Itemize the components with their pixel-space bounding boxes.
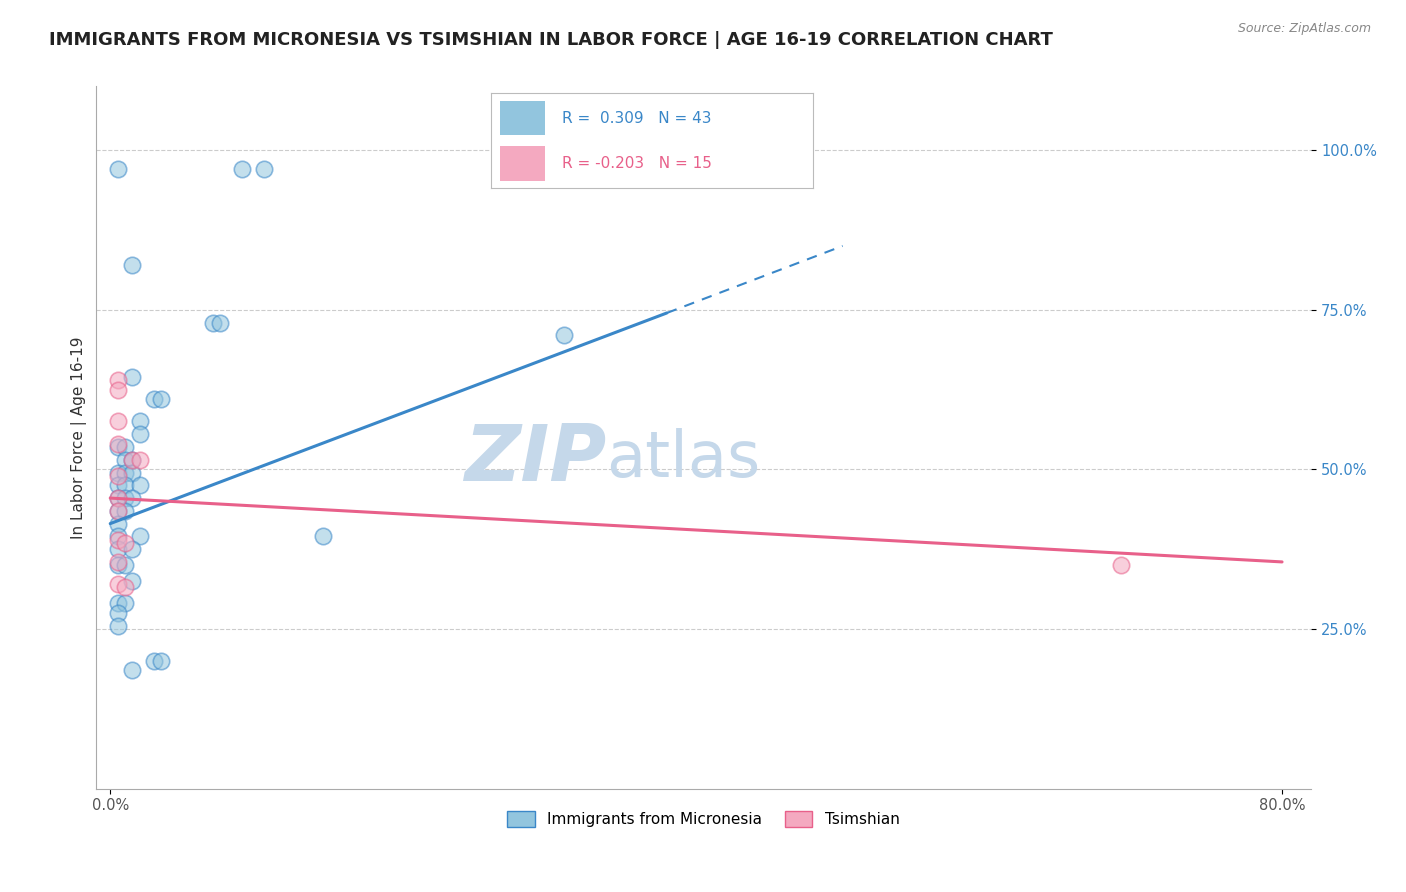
Tsimshian (114, 581, 136, 595)
Immigrants from Micronesia (107, 558, 129, 573)
Text: atlas: atlas (606, 427, 761, 490)
Text: ZIP: ZIP (464, 420, 606, 497)
Immigrants from Micronesia (114, 466, 136, 480)
Immigrants from Micronesia (107, 504, 129, 518)
Immigrants from Micronesia (107, 478, 129, 492)
Immigrants from Micronesia (114, 558, 136, 573)
Immigrants from Micronesia (121, 574, 143, 588)
Tsimshian (107, 491, 129, 505)
Immigrants from Micronesia (107, 440, 129, 454)
Immigrants from Micronesia (107, 619, 129, 633)
Tsimshian (107, 468, 129, 483)
Immigrants from Micronesia (201, 316, 224, 330)
Immigrants from Micronesia (107, 491, 129, 505)
Tsimshian (107, 437, 129, 451)
Immigrants from Micronesia (121, 491, 143, 505)
Immigrants from Micronesia (143, 654, 166, 668)
Y-axis label: In Labor Force | Age 16-19: In Labor Force | Age 16-19 (72, 336, 87, 539)
Text: Source: ZipAtlas.com: Source: ZipAtlas.com (1237, 22, 1371, 36)
Immigrants from Micronesia (107, 466, 129, 480)
Immigrants from Micronesia (121, 258, 143, 272)
Immigrants from Micronesia (311, 529, 333, 543)
Legend: Immigrants from Micronesia, Tsimshian: Immigrants from Micronesia, Tsimshian (501, 805, 905, 833)
Immigrants from Micronesia (107, 529, 129, 543)
Immigrants from Micronesia (121, 664, 143, 678)
Immigrants from Micronesia (107, 542, 129, 557)
Immigrants from Micronesia (114, 478, 136, 492)
Immigrants from Micronesia (128, 427, 150, 442)
Immigrants from Micronesia (107, 162, 129, 177)
Immigrants from Micronesia (128, 415, 150, 429)
Immigrants from Micronesia (150, 654, 173, 668)
Immigrants from Micronesia (121, 542, 143, 557)
Tsimshian (107, 533, 129, 547)
Immigrants from Micronesia (114, 491, 136, 505)
Tsimshian (121, 452, 143, 467)
Immigrants from Micronesia (143, 392, 166, 406)
Text: IMMIGRANTS FROM MICRONESIA VS TSIMSHIAN IN LABOR FORCE | AGE 16-19 CORRELATION C: IMMIGRANTS FROM MICRONESIA VS TSIMSHIAN … (49, 31, 1053, 49)
Tsimshian (107, 555, 129, 569)
Immigrants from Micronesia (553, 328, 575, 343)
Immigrants from Micronesia (114, 440, 136, 454)
Immigrants from Micronesia (107, 606, 129, 620)
Immigrants from Micronesia (128, 529, 150, 543)
Tsimshian (107, 373, 129, 387)
Tsimshian (107, 504, 129, 518)
Immigrants from Micronesia (121, 369, 143, 384)
Immigrants from Micronesia (231, 162, 253, 177)
Immigrants from Micronesia (114, 596, 136, 610)
Tsimshian (107, 415, 129, 429)
Immigrants from Micronesia (107, 516, 129, 531)
Immigrants from Micronesia (114, 452, 136, 467)
Tsimshian (107, 577, 129, 591)
Immigrants from Micronesia (107, 596, 129, 610)
Tsimshian (114, 535, 136, 549)
Tsimshian (107, 383, 129, 397)
Immigrants from Micronesia (253, 162, 276, 177)
Immigrants from Micronesia (121, 466, 143, 480)
Immigrants from Micronesia (114, 504, 136, 518)
Immigrants from Micronesia (150, 392, 173, 406)
Immigrants from Micronesia (121, 452, 143, 467)
Tsimshian (128, 452, 150, 467)
Tsimshian (1109, 558, 1132, 573)
Immigrants from Micronesia (128, 478, 150, 492)
Immigrants from Micronesia (209, 316, 232, 330)
